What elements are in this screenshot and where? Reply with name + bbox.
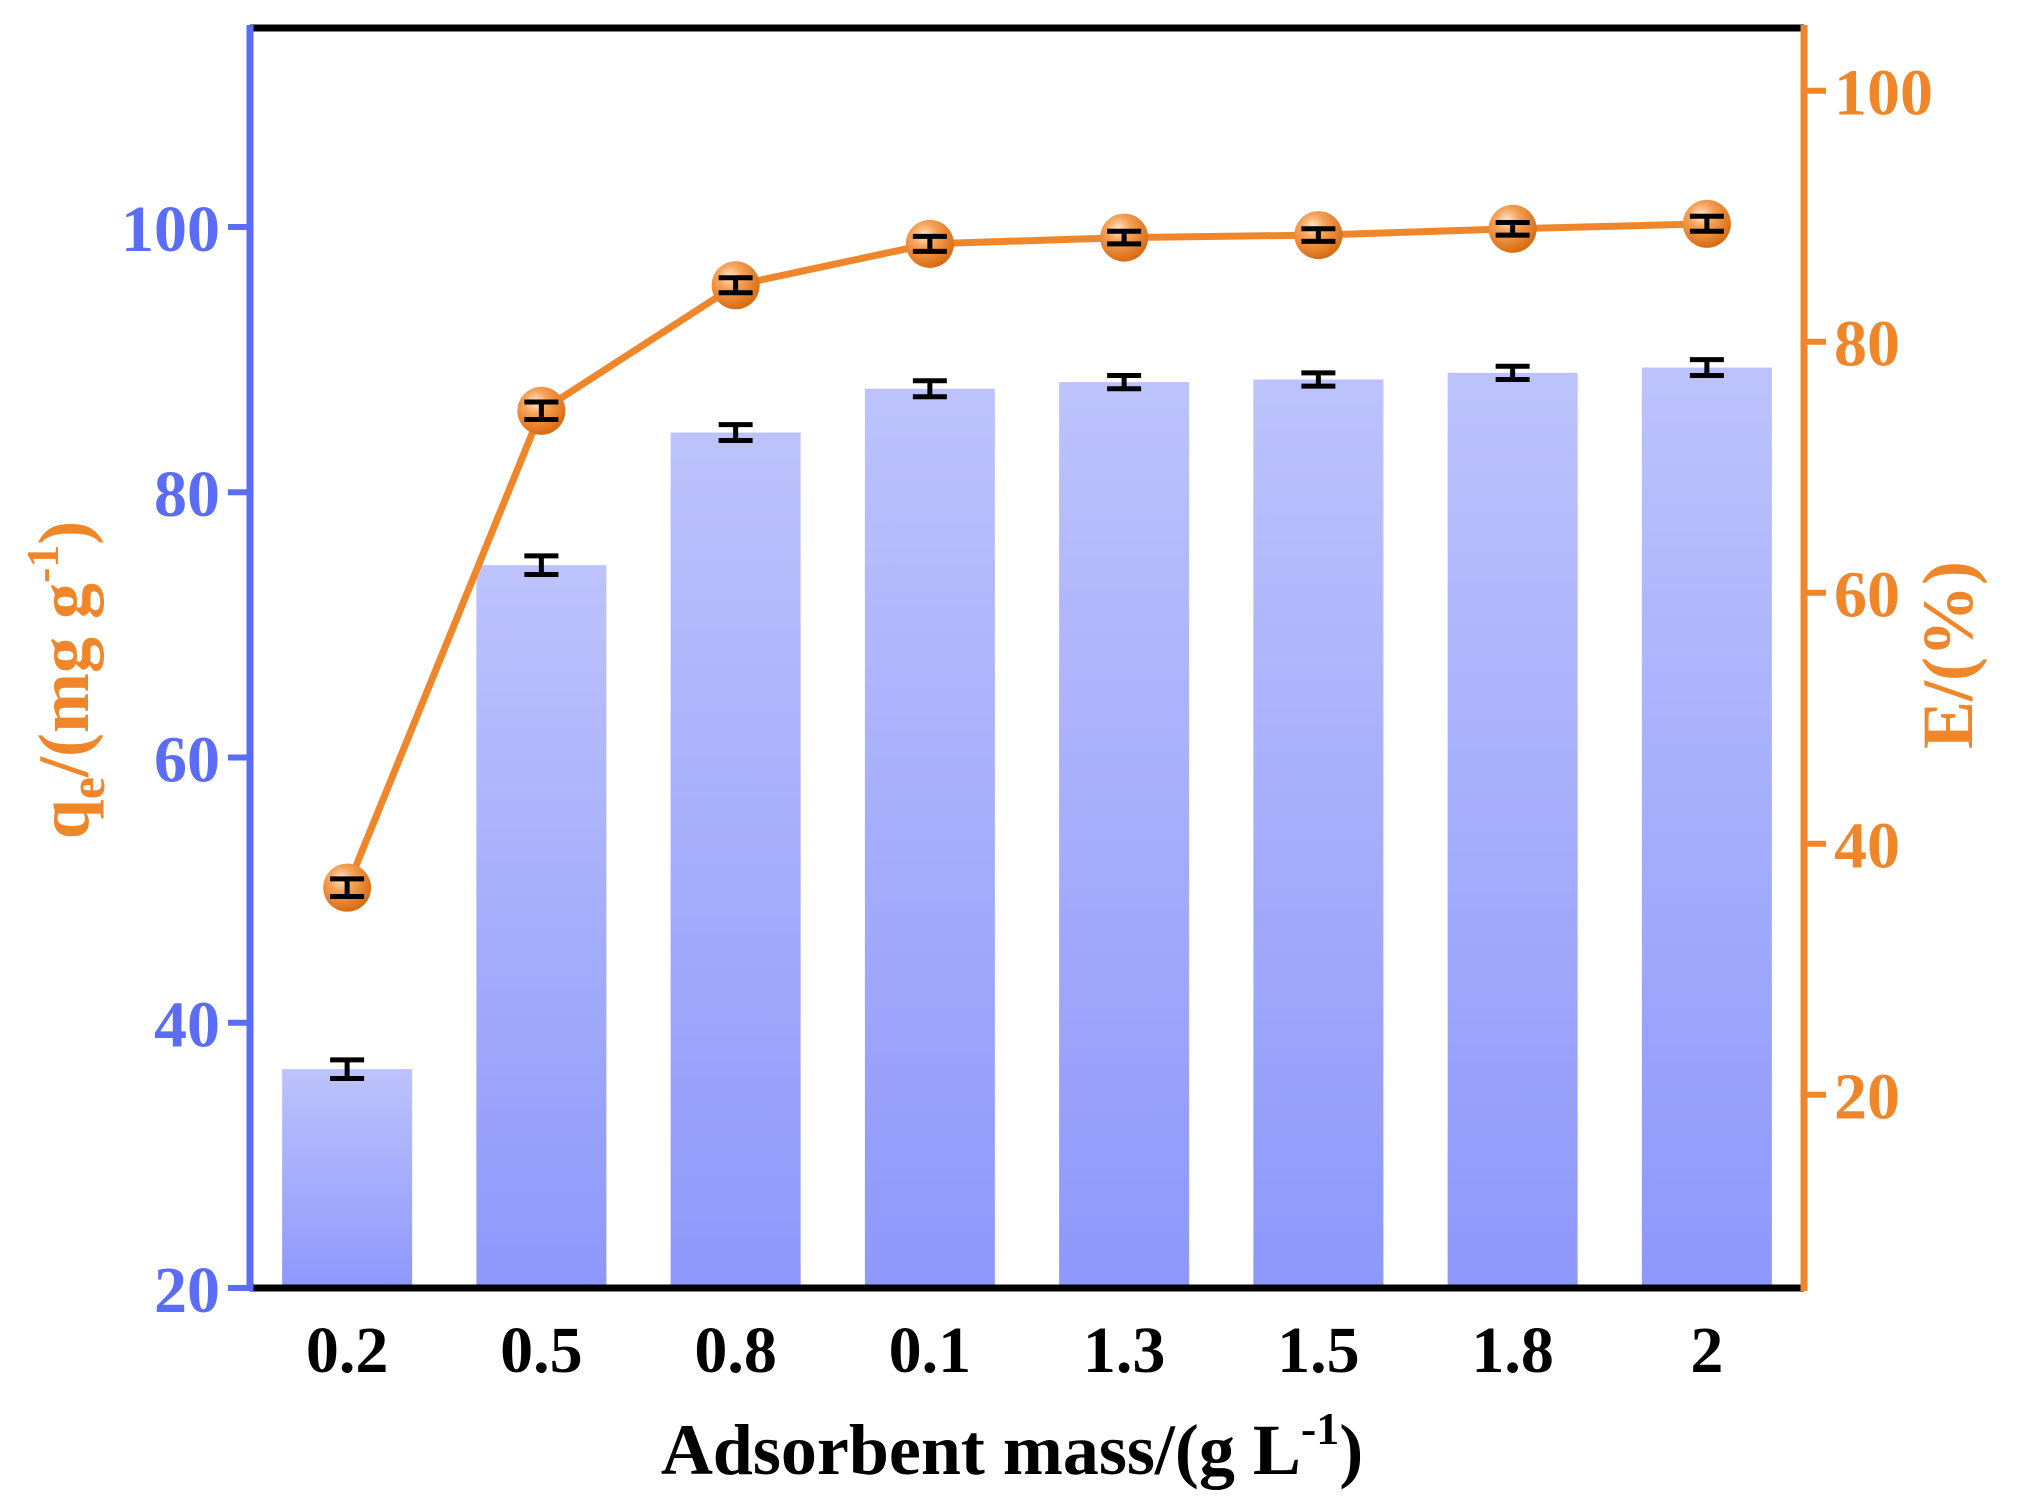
x-axis: 0.2 0.5 0.8 0.1 1.3 1.5 1.8 2 (306, 1314, 1724, 1387)
x-tick-label-0.2: 0.2 (306, 1314, 389, 1387)
right-tick-label-40: 40 (1834, 810, 1900, 883)
bar-error-1.3 (1107, 372, 1142, 392)
e-error-0.8 (718, 275, 753, 296)
bar-error-bars (330, 357, 1724, 1081)
x-tick-label-1.3: 1.3 (1083, 1314, 1166, 1387)
x-tick-label-2: 2 (1690, 1314, 1723, 1387)
x-tick-label-0.5: 0.5 (500, 1314, 583, 1387)
bar-0.8 (670, 432, 801, 1288)
e-error-1.5 (1301, 226, 1336, 244)
x-axis-title: Adsorbent mass/(g L-1) (661, 1403, 1363, 1490)
left-tick-label-20: 20 (154, 1254, 220, 1327)
bar-error-0.2 (330, 1057, 365, 1081)
bar-error-0.8 (718, 422, 753, 443)
bar-1.5 (1253, 379, 1384, 1288)
right-tick-label-80: 80 (1834, 308, 1900, 381)
left-tick-label-100: 100 (121, 193, 220, 266)
left-tick-label-60: 60 (154, 723, 220, 796)
right-tick-label-100: 100 (1834, 57, 1933, 130)
bar-error-2 (1689, 357, 1724, 378)
e-error-0.2 (330, 876, 365, 899)
x-tick-label-0.1: 0.1 (889, 1314, 972, 1387)
x-tick-label-0.8: 0.8 (694, 1314, 777, 1387)
right-y-axis-title: E/(%) (1908, 561, 1988, 749)
bar-0.5 (476, 565, 607, 1288)
bar-error-1.8 (1495, 363, 1530, 382)
line-series (323, 199, 1731, 912)
bar-2 (1641, 367, 1772, 1288)
left-tick-label-40: 40 (154, 989, 220, 1062)
bar-1.3 (1059, 382, 1190, 1288)
e-error-0.5 (524, 399, 559, 423)
bar-1.8 (1447, 372, 1578, 1288)
e-series-line (343, 220, 1707, 889)
left-tick-label-80: 80 (154, 458, 220, 531)
plot-frame (250, 24, 1804, 1292)
right-tick-label-60: 60 (1834, 559, 1900, 632)
bar-error-0.1 (912, 378, 947, 400)
left-y-axis-title: qe/(mg g-1) (17, 521, 115, 840)
e-error-1.8 (1495, 220, 1530, 238)
bar-0.1 (864, 388, 995, 1288)
bar-0.2 (282, 1069, 413, 1288)
right-y-axis: 20 40 60 80 100 (1800, 25, 1933, 1291)
e-error-0.1 (912, 233, 947, 254)
bar-series (282, 367, 1772, 1288)
x-tick-label-1.8: 1.8 (1471, 1314, 1554, 1387)
bar-error-1.5 (1301, 370, 1336, 389)
x-tick-label-1.5: 1.5 (1277, 1314, 1360, 1387)
e-error-2 (1689, 213, 1724, 234)
right-tick-label-20: 20 (1834, 1061, 1900, 1134)
bar-error-0.5 (524, 553, 559, 577)
left-y-axis: 20 40 60 80 100 (121, 25, 254, 1327)
e-error-1.3 (1107, 228, 1142, 247)
